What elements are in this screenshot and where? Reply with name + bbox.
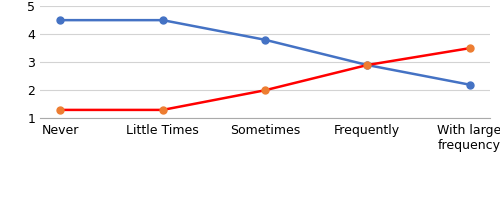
Positive: [364, 64, 370, 66]
Positive: [262, 39, 268, 41]
Positive: [58, 19, 64, 21]
Positive: [466, 83, 472, 86]
Negative: [58, 109, 64, 111]
Negative: [466, 47, 472, 49]
Legend: Positive, Negative: Positive, Negative: [164, 201, 366, 204]
Negative: [364, 64, 370, 66]
Negative: [262, 89, 268, 91]
Line: Negative: Negative: [57, 45, 473, 113]
Negative: [160, 109, 166, 111]
Line: Positive: Positive: [57, 17, 473, 88]
Positive: [160, 19, 166, 21]
